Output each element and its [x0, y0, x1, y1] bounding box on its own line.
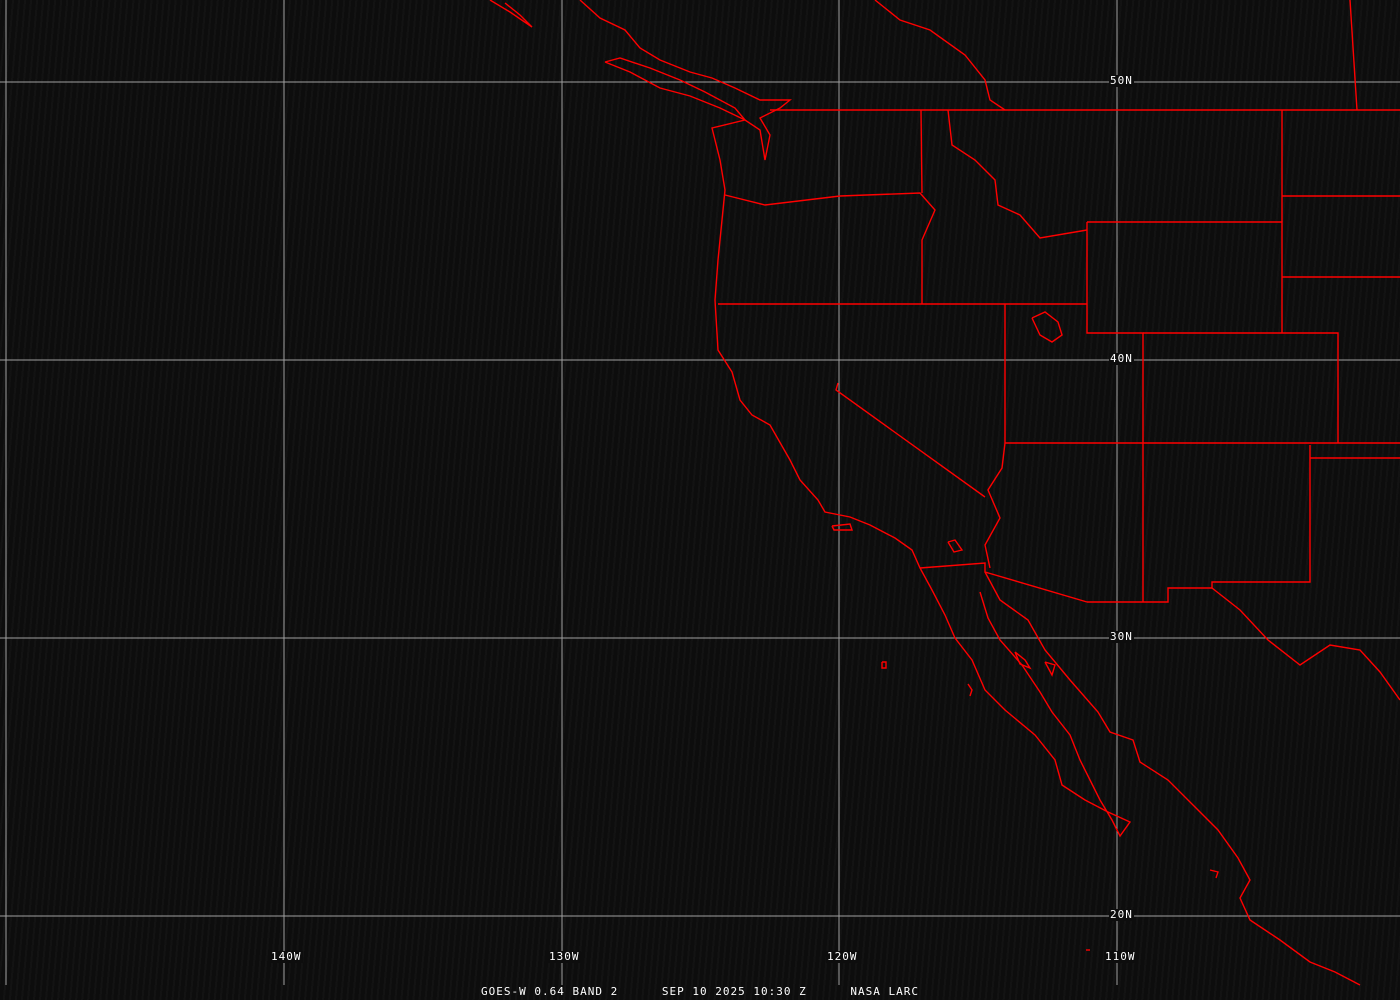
lat-label-40n: 40N	[1109, 352, 1134, 365]
boundaries	[489, 0, 1400, 986]
lat-label-50n: 50N	[1109, 74, 1134, 87]
border-nv	[984, 304, 1006, 569]
border-nm-tx	[1087, 445, 1311, 603]
border-co	[1143, 332, 1339, 443]
satellite-band: GOES-W 0.64 BAND 2	[481, 985, 619, 998]
border-id	[920, 109, 923, 194]
lon-label-140w: 140W	[270, 950, 303, 963]
gulf-island-tiburon	[1014, 651, 1032, 670]
coastline-vancouver-island	[604, 57, 746, 121]
border-ca-nv	[835, 382, 986, 498]
border-id-mt	[947, 109, 1088, 239]
island-guadalupe	[881, 661, 887, 669]
image-datetime: SEP 10 2025 10:30 Z	[661, 985, 807, 998]
coastline-bc	[579, 0, 1132, 838]
lon-label-110w: 110W	[1104, 950, 1137, 963]
lon-label-130w: 130W	[548, 950, 581, 963]
gulf-island	[1044, 661, 1056, 677]
channel-islands	[831, 523, 853, 531]
great-salt-lake	[1031, 311, 1063, 343]
border-mt-canada	[1349, 0, 1358, 111]
lat-label-30n: 30N	[1109, 630, 1134, 643]
coastline-mexico-mainland	[984, 571, 1361, 986]
border-ut	[1086, 222, 1144, 602]
lat-label-20n: 20N	[1109, 908, 1134, 921]
island-marias	[1209, 869, 1219, 879]
border-wy	[1087, 221, 1283, 333]
island-cedros	[967, 683, 973, 697]
lon-label-120w: 120W	[826, 950, 859, 963]
coastline-pacific	[489, 0, 533, 28]
salton-sea	[947, 539, 964, 553]
image-caption: GOES-W 0.64 BAND 2 SEP 10 2025 10:30 Z N…	[0, 985, 1400, 998]
border-tx-mexico	[1211, 587, 1400, 701]
coastline-canada-inner	[874, 0, 1006, 111]
border-wa-or	[724, 192, 936, 304]
image-credit: NASA LARC	[850, 985, 919, 998]
border-us-mexico	[919, 562, 1088, 603]
